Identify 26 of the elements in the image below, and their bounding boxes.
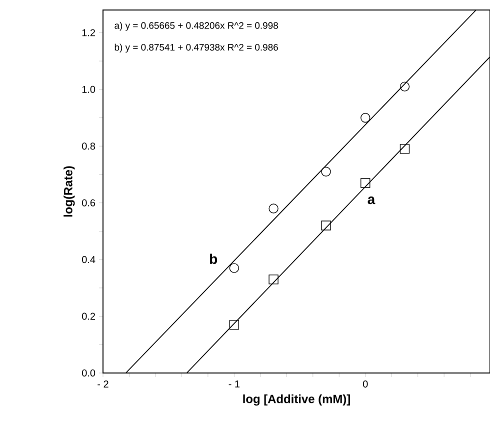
y-tick-label: 1.2 — [82, 29, 95, 36]
y-tick-label: 1.0 — [82, 86, 96, 93]
y-tick-label: 0.2 — [82, 312, 95, 320]
y-tick-label: 0.8 — [82, 142, 96, 150]
y-axis-title: log(Rate) — [64, 166, 75, 217]
x-tick-label: - 1 — [228, 380, 240, 388]
y-tick-label: 0.6 — [82, 199, 96, 206]
x-tick-label: - 2 — [98, 380, 108, 388]
series-label: a — [368, 196, 376, 204]
point — [360, 112, 370, 123]
point — [321, 220, 331, 230]
annotation: b) y = 0.87541 + 0.47938x R^2 = 0.986 — [114, 44, 278, 53]
x-tick-label: 0 — [363, 380, 368, 388]
point — [229, 320, 240, 330]
point — [268, 204, 278, 214]
y-tick-label: 0.4 — [82, 256, 96, 264]
point — [229, 263, 240, 273]
point — [360, 178, 370, 188]
point — [400, 144, 410, 154]
series-label: b — [210, 254, 218, 264]
x-axis-title: log [Additive (mM)] — [243, 394, 350, 406]
point — [321, 166, 331, 176]
annotation: a) y = 0.65665 + 0.48206x R^2 = 0.998 — [114, 22, 278, 31]
point — [400, 82, 410, 92]
point — [268, 274, 278, 284]
y-tick-label: 0.0 — [82, 369, 96, 377]
